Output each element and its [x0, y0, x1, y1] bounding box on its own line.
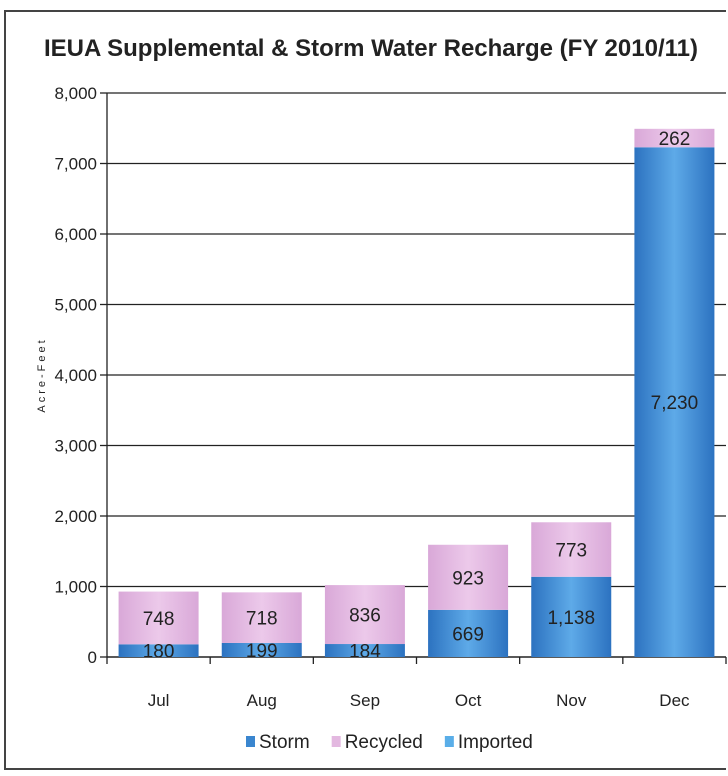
data-label: 718: [246, 609, 278, 630]
legend-label: Recycled: [345, 732, 423, 753]
data-label: 180: [143, 642, 175, 663]
data-label: 836: [349, 606, 381, 627]
data-label: 7,230: [651, 393, 699, 414]
bar-recycled: [531, 522, 612, 577]
data-labels: 180 748 199 718 184 836 669 923 1,138 773 7,230 262: [143, 129, 698, 663]
legend-swatch: [444, 736, 454, 747]
x-tick-label: Jul: [148, 691, 170, 710]
bars: [118, 128, 715, 657]
y-tick-labels: 0 1,000 2,000 3,000 4,000 5,000 6,000 7,000 8,00…: [54, 84, 97, 667]
x-tick-label: Dec: [659, 691, 690, 710]
data-label: 773: [555, 541, 587, 562]
y-tick-label: 2,000: [54, 507, 97, 526]
bar-storm: [118, 644, 199, 657]
y-axis-label: Acre-Feet: [36, 337, 48, 412]
bar-storm: [428, 609, 509, 657]
y-tick-label: 1,000: [54, 578, 97, 597]
bar-storm: [221, 642, 302, 657]
legend-label: Imported: [458, 732, 533, 753]
x-tick-label: Sep: [350, 691, 380, 710]
bar-recycled: [118, 591, 199, 645]
y-tick-label: 7,000: [54, 155, 97, 174]
y-tick-label: 0: [88, 648, 97, 667]
x-tick-labels: Jul Aug Sep Oct Nov Dec: [148, 691, 690, 710]
data-label: 748: [143, 609, 175, 630]
bar-storm: [634, 147, 715, 657]
x-tick-label: Aug: [247, 691, 277, 710]
x-tick-label: Nov: [556, 691, 587, 710]
legend-label: Storm: [259, 732, 310, 753]
y-tick-label: 6,000: [54, 225, 97, 244]
data-label: 199: [246, 641, 278, 662]
bar-storm: [531, 576, 612, 657]
data-label: 184: [349, 642, 381, 663]
bar-recycled: [221, 592, 302, 643]
bar-recycled: [634, 128, 715, 148]
legend-swatch: [331, 736, 341, 747]
data-label: 1,138: [547, 608, 595, 629]
y-tick-label: 4,000: [54, 366, 97, 385]
gridlines: [100, 92, 727, 664]
x-tick-label: Oct: [455, 691, 482, 710]
chart-title: IEUA Supplemental & Storm Water Recharge…: [44, 35, 698, 62]
bar-storm: [324, 644, 405, 657]
legend-swatch: [246, 736, 255, 747]
y-tick-label: 3,000: [54, 437, 97, 456]
bar-recycled: [324, 585, 405, 645]
legend: Storm Recycled Imported: [246, 732, 533, 753]
y-tick-label: 5,000: [54, 296, 97, 315]
bar-recycled: [428, 544, 509, 610]
data-label: 262: [659, 129, 691, 150]
data-label: 669: [452, 624, 484, 645]
data-label: 923: [452, 568, 484, 589]
y-tick-label: 8,000: [54, 84, 97, 103]
